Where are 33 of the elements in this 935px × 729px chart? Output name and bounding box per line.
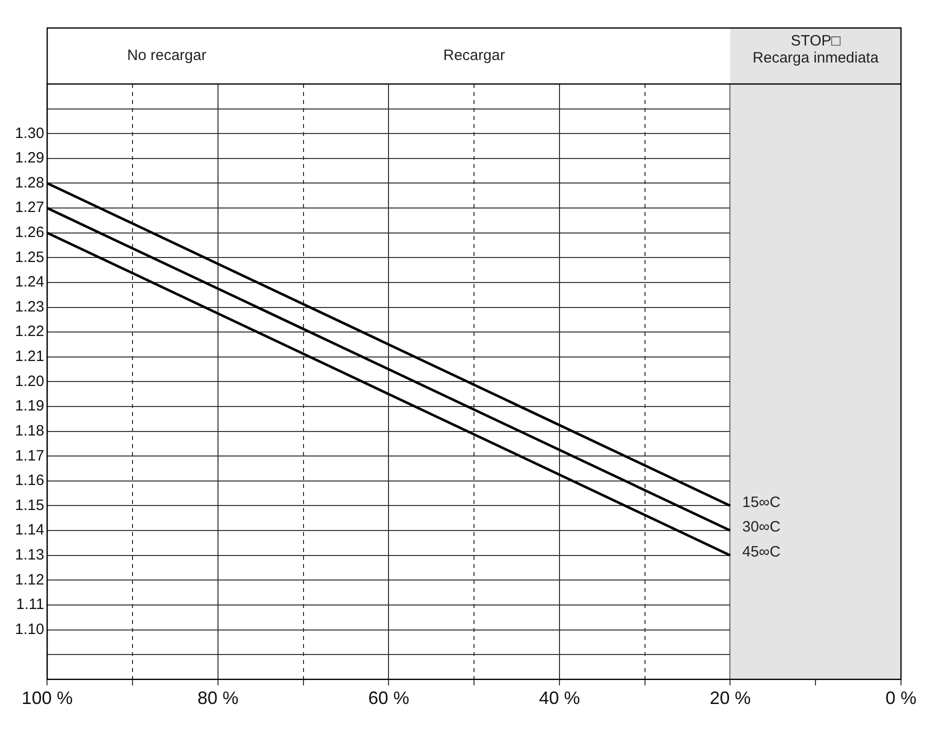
y-tick-label: 1.27 (14, 199, 44, 216)
band-label: STOP□ Recarga inmediata (752, 32, 880, 67)
y-tick-label: 1.14 (14, 522, 44, 539)
y-tick-label: 1.26 (14, 224, 44, 241)
y-tick-label: 1.10 (14, 620, 44, 638)
y-tick-label: 1.15 (14, 496, 44, 514)
y-tick-label: 1.28 (14, 174, 44, 192)
y-tick-label: 1.21 (14, 348, 44, 366)
x-tick-label: 60 % (368, 688, 410, 708)
y-tick-label: 1.19 (14, 398, 44, 415)
y-tick-label: 1.29 (14, 150, 44, 167)
x-tick-label: 40 % (538, 688, 580, 708)
y-tick-label: 1.18 (14, 422, 44, 440)
text: No recargar (127, 47, 206, 64)
y-tick-label: 1.13 (14, 546, 44, 564)
y-tick-label: 1.24 (14, 274, 44, 291)
text: Recargar (443, 47, 505, 64)
y-tick-label: 1.25 (14, 248, 44, 266)
x-tick-label: 20 % (710, 688, 751, 708)
series-label: 15∞C (742, 494, 781, 511)
y-tick-label: 1.11 (16, 596, 44, 614)
x-tick-label: 0 % (885, 688, 917, 708)
y-tick-label: 1.30 (14, 124, 44, 142)
y-tick-label: 1.22 (14, 323, 44, 340)
y-tick-label: 1.17 (14, 447, 44, 464)
series-label: 30∞C (742, 518, 781, 536)
y-tick-label: 1.16 (14, 472, 44, 490)
y-tick-label: 1.23 (14, 298, 44, 316)
y-tick-label: 1.12 (14, 571, 44, 588)
x-tick-label: 100 % (22, 688, 73, 708)
x-tick-label: 80 % (197, 688, 238, 708)
series-label: 45∞C (742, 544, 781, 560)
y-tick-label: 1.20 (14, 372, 44, 390)
